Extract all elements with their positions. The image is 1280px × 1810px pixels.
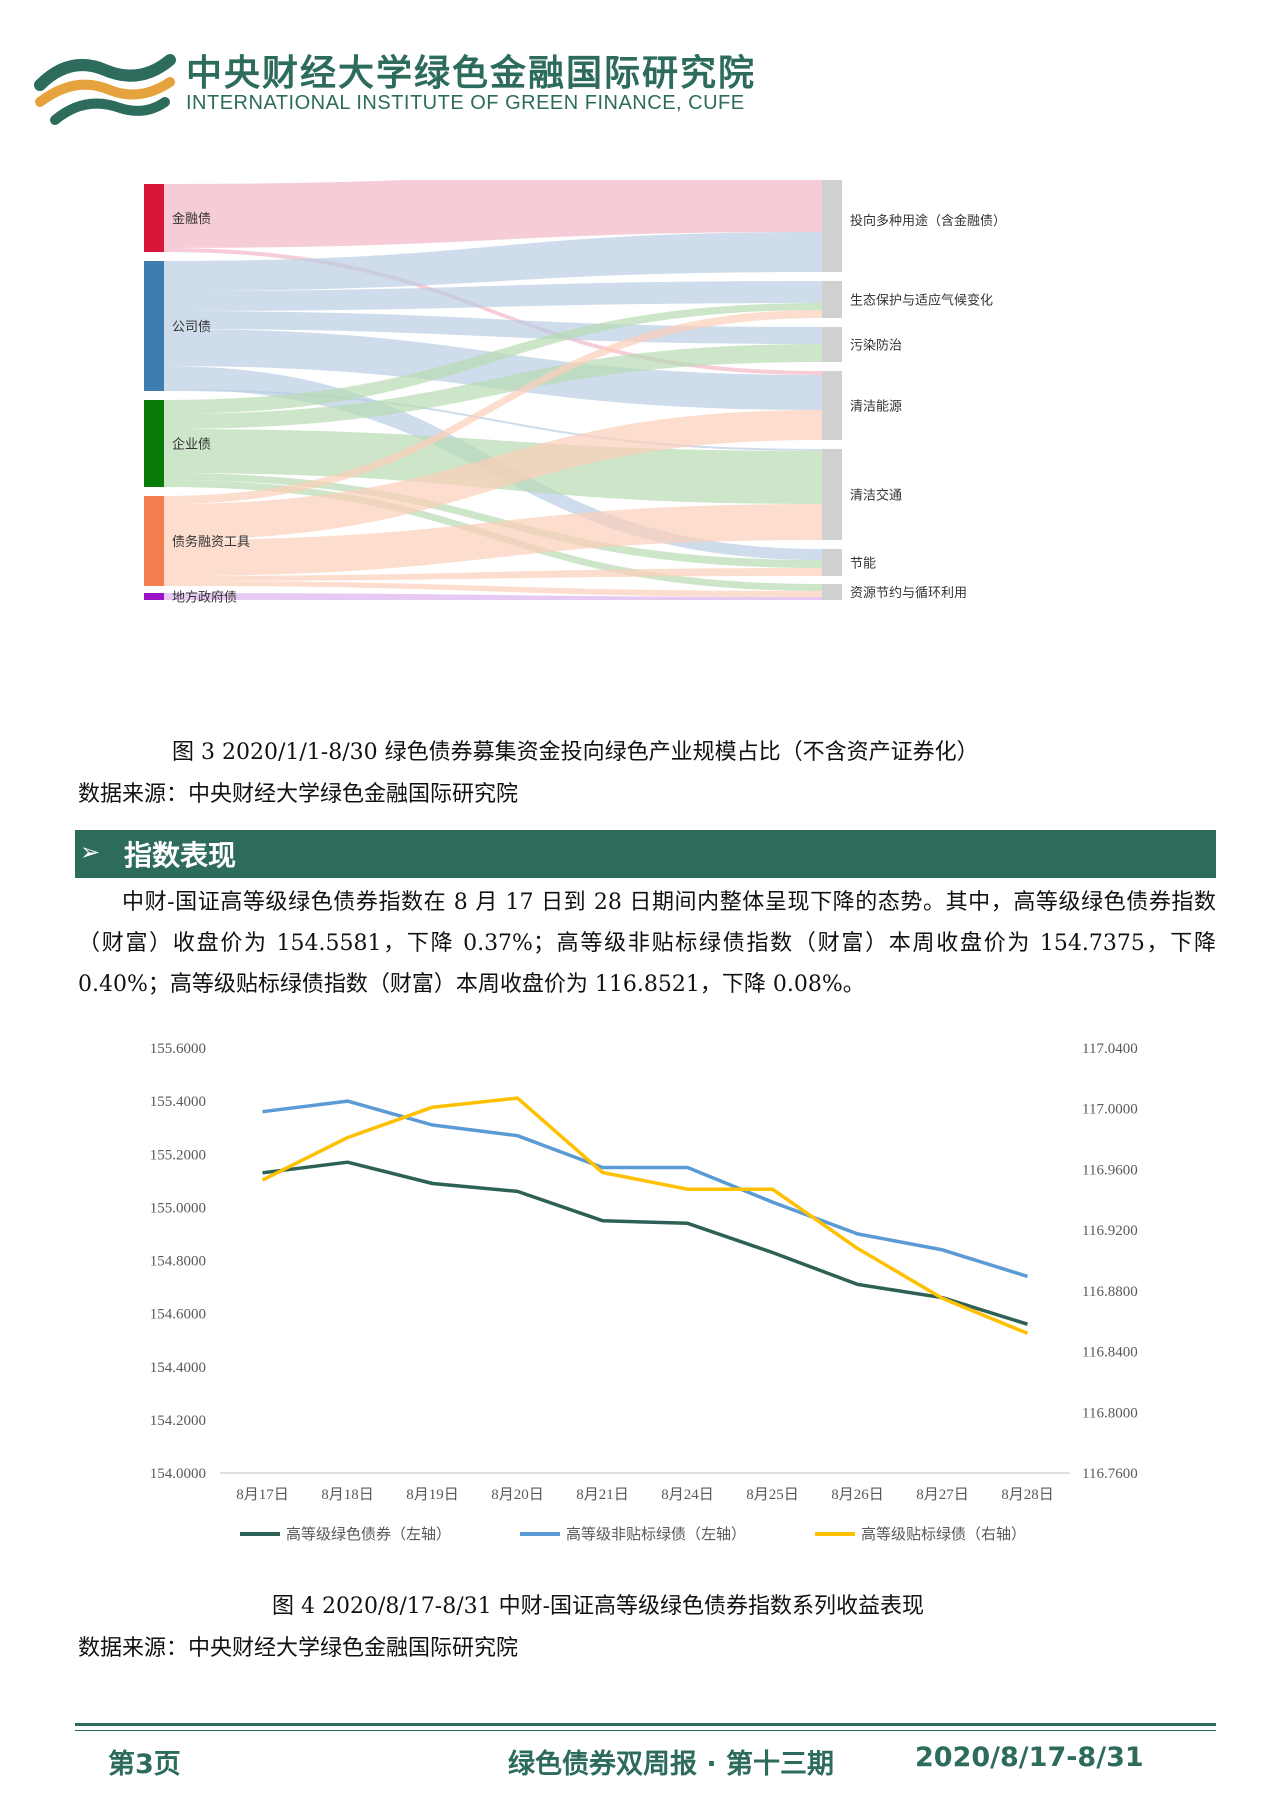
sankey-flow <box>164 329 822 410</box>
sankey-flow <box>164 410 822 540</box>
y-right-tick-label: 116.9600 <box>1082 1162 1138 1178</box>
sankey-target-label: 污染防治 <box>850 338 902 354</box>
sankey-flow <box>164 389 822 451</box>
report-date: 2020/8/17-8/31 <box>915 1742 1144 1773</box>
series-line <box>262 1160 1029 1326</box>
sankey-target-node <box>822 281 842 318</box>
footer-rule <box>75 1723 1216 1726</box>
x-tick-label: 8月25日 <box>746 1487 799 1503</box>
sankey-flow <box>164 344 822 429</box>
x-tick-label: 8月17日 <box>236 1487 289 1503</box>
sankey-source-label: 公司债 <box>172 320 211 335</box>
y-left-tick-label: 154.0000 <box>150 1466 206 1482</box>
y-left-tick-label: 154.4000 <box>150 1360 206 1376</box>
sankey-source-label: 企业债 <box>172 437 211 453</box>
legend-label: 高等级贴标绿债（右轴） <box>861 1525 1026 1543</box>
sankey-source-node <box>144 261 164 391</box>
sankey-source-label: 金融债 <box>172 211 211 227</box>
figure-3-source: 数据来源：中央财经大学绿色金融国际研究院 <box>78 782 519 807</box>
arrow-icon: ➢ <box>80 838 101 866</box>
y-right-tick-label: 117.0400 <box>1082 1041 1138 1057</box>
x-tick-label: 8月18日 <box>321 1487 374 1503</box>
sankey-target-node <box>822 449 842 540</box>
sankey-flow <box>164 581 822 597</box>
legend-label: 高等级非贴标绿债（左轴） <box>566 1525 746 1543</box>
y-left-tick-label: 154.2000 <box>150 1413 206 1429</box>
y-right-tick-label: 116.8400 <box>1082 1345 1138 1361</box>
figure-4-caption: 图 4 2020/8/17-8/31 中财-国证高等级绿色债券指数系列收益表现 <box>272 1594 925 1619</box>
y-left-tick-label: 155.6000 <box>150 1041 206 1057</box>
x-tick-label: 8月20日 <box>491 1487 544 1503</box>
y-left-tick-label: 154.6000 <box>150 1307 206 1323</box>
sankey-target-label: 节能 <box>850 557 876 572</box>
sankey-flow <box>164 232 822 291</box>
y-left-tick-label: 155.4000 <box>150 1094 206 1110</box>
x-tick-label: 8月28日 <box>1001 1487 1054 1503</box>
y-left-tick-label: 155.0000 <box>150 1200 206 1216</box>
x-tick-label: 8月21日 <box>576 1487 629 1503</box>
sankey-flow <box>164 473 822 568</box>
y-right-tick-label: 116.7600 <box>1082 1466 1138 1482</box>
y-right-tick-label: 116.8000 <box>1082 1405 1138 1421</box>
sankey-flow <box>164 504 822 576</box>
institute-name-cn: 中央财经大学绿色金融国际研究院 <box>186 53 757 94</box>
sankey-flow <box>164 568 822 581</box>
sankey-flow <box>164 593 822 600</box>
section-title: 指数表现 <box>124 839 237 872</box>
sankey-source-node <box>144 496 164 586</box>
x-tick-label: 8月27日 <box>916 1487 969 1503</box>
sankey-target-label: 清洁能源 <box>850 400 902 415</box>
page-number: 第3页 <box>108 1749 181 1780</box>
sankey-target-node <box>822 371 842 440</box>
y-right-tick-label: 116.9200 <box>1082 1223 1138 1239</box>
figure-3-caption: 图 3 2020/1/1-8/30 绿色债券募集资金投向绿色产业规模占比（不含资… <box>172 740 979 765</box>
x-tick-label: 8月24日 <box>661 1487 714 1503</box>
sankey-flow <box>164 303 822 414</box>
x-tick-label: 8月26日 <box>831 1487 884 1503</box>
series-line <box>262 1099 1029 1279</box>
sankey-target-label: 生态保护与适应气候变化 <box>850 293 993 309</box>
sankey-source-label: 地方政府债 <box>172 590 237 606</box>
sankey-source-node <box>144 184 164 252</box>
y-left-tick-label: 155.2000 <box>150 1147 206 1163</box>
index-line-chart: 155.6000 155.4000 155.2000 155.0000 154.8000… <box>150 1041 1138 1543</box>
sankey-flow <box>164 310 822 504</box>
series-line <box>261 1096 1029 1336</box>
sankey-source-node <box>144 593 164 600</box>
report-title: 绿色债券双周报 · 第十三期 <box>508 1749 835 1780</box>
sankey-flow <box>164 180 822 248</box>
sankey-flow <box>164 248 822 375</box>
sankey-target-node <box>822 327 842 362</box>
sankey-target-label: 清洁交通 <box>850 488 902 504</box>
legend-label: 高等级绿色债券（左轴） <box>286 1525 451 1543</box>
sankey-target-node <box>822 549 842 576</box>
sankey-target-label: 投向多种用途（含金融债） <box>850 213 1006 229</box>
section-header-bar <box>75 830 1216 878</box>
x-tick-label: 8月19日 <box>406 1487 459 1503</box>
institute-name-en: INTERNATIONAL INSTITUTE OF GREEN FINANCE… <box>186 92 745 114</box>
sankey-target-node <box>822 584 842 600</box>
figure-4-source: 数据来源：中央财经大学绿色金融国际研究院 <box>78 1636 519 1661</box>
sankey-target-label: 资源节约与循环利用 <box>850 586 967 601</box>
index-performance-paragraph: 中财-国证高等级绿色债券指数在 8 月 17 日到 28 日期间内整体呈现下降的… <box>78 890 1216 997</box>
sankey-target-node <box>822 180 842 272</box>
footer-rule-thin <box>75 1730 1216 1731</box>
institute-logo <box>34 54 176 125</box>
y-right-tick-label: 117.0000 <box>1082 1102 1138 1118</box>
sankey-flow <box>164 281 822 311</box>
sankey-source-node <box>144 400 164 487</box>
y-left-tick-label: 154.8000 <box>150 1254 206 1270</box>
y-right-tick-label: 116.8800 <box>1082 1284 1138 1300</box>
sankey-source-label: 债务融资工具 <box>172 534 250 550</box>
